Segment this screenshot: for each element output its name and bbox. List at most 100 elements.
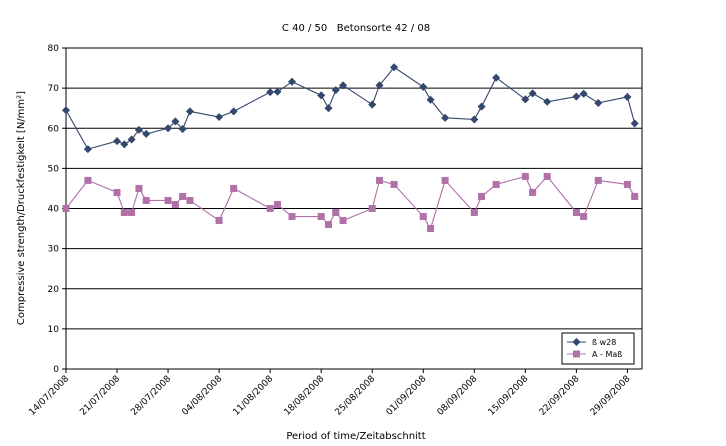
data-point	[113, 137, 122, 146]
data-point	[478, 192, 486, 200]
data-point	[528, 89, 537, 98]
data-point	[317, 213, 325, 221]
data-point	[339, 217, 347, 225]
data-point	[84, 176, 92, 184]
data-point	[62, 204, 70, 212]
data-point	[229, 107, 238, 116]
data-point	[375, 81, 384, 90]
legend-entry: ß w28	[567, 337, 616, 347]
y-axis: 0 10 20 30 40 50 60 70 80	[48, 44, 66, 375]
y-tick-label: 20	[48, 285, 60, 295]
x-tick-label: 25/08/2008	[334, 374, 378, 418]
data-point	[572, 92, 581, 101]
data-point	[164, 196, 172, 204]
y-tick-label: 60	[48, 124, 60, 134]
data-point	[186, 196, 194, 204]
data-point	[120, 140, 129, 149]
data-point	[171, 117, 180, 126]
legend-label: A - Maß	[592, 350, 622, 359]
x-tick-label: 22/09/2008	[538, 374, 582, 418]
y-tick-label: 70	[48, 84, 60, 94]
data-point	[521, 95, 530, 104]
data-point	[179, 192, 187, 200]
data-point	[492, 180, 500, 188]
data-point	[273, 200, 281, 208]
data-point	[324, 104, 333, 113]
data-point	[594, 98, 603, 107]
data-point	[266, 88, 275, 97]
data-point	[128, 209, 136, 217]
data-point	[477, 102, 486, 111]
x-tick-label: 15/09/2008	[487, 374, 531, 418]
data-point	[368, 204, 376, 212]
y-tick-label: 30	[48, 245, 60, 255]
data-point	[324, 221, 332, 229]
data-point	[623, 92, 632, 101]
legend-label: ß w28	[592, 338, 616, 347]
data-point	[83, 145, 92, 154]
y-axis-title: Compressive strength/Druckfestigkeit [N/…	[16, 91, 27, 325]
series-layer	[61, 63, 639, 233]
data-point	[142, 129, 151, 138]
gridlines	[66, 87, 642, 330]
data-point	[573, 350, 581, 358]
y-tick-label: 50	[48, 164, 60, 174]
legend: ß w28 A - Maß	[561, 332, 635, 365]
y-tick-label: 0	[53, 365, 59, 375]
data-point	[215, 217, 223, 225]
data-point	[288, 77, 297, 86]
data-point	[171, 200, 179, 208]
data-point	[521, 172, 529, 180]
data-point	[419, 82, 428, 91]
data-point	[580, 213, 588, 221]
data-point	[127, 135, 136, 144]
x-tick-label: 01/09/2008	[385, 374, 429, 418]
data-point	[142, 196, 150, 204]
data-point	[441, 113, 450, 122]
chart-title: C 40 / 50 Betonsorte 42 / 08	[282, 23, 430, 34]
data-point	[135, 184, 143, 192]
data-point	[230, 184, 238, 192]
legend-box	[561, 332, 635, 365]
x-tick-label: 21/07/2008	[78, 374, 122, 418]
data-point	[441, 176, 449, 184]
data-point	[470, 115, 479, 124]
data-point	[630, 119, 639, 128]
data-point	[134, 125, 143, 134]
data-point	[579, 89, 588, 98]
x-tick-label: 11/08/2008	[232, 374, 276, 418]
series-1	[61, 63, 639, 154]
series-2	[62, 172, 639, 233]
x-axis-title: Period of time/Zeitabschnitt	[286, 431, 425, 442]
data-point	[368, 100, 377, 109]
y-tick-label: 80	[48, 44, 60, 54]
legend-entry: A - Maß	[567, 350, 622, 359]
y-tick-label: 40	[48, 205, 60, 215]
data-point	[185, 107, 194, 116]
data-point	[390, 180, 398, 188]
data-point	[426, 95, 435, 104]
data-point	[529, 188, 537, 196]
data-point	[120, 209, 128, 217]
data-point	[113, 188, 121, 196]
data-point	[178, 125, 187, 134]
data-point	[339, 81, 348, 90]
data-point	[332, 209, 340, 217]
data-point	[390, 63, 399, 72]
x-tick-label: 14/07/2008	[27, 374, 71, 418]
x-tick-label: 18/08/2008	[283, 374, 327, 418]
data-point	[492, 73, 501, 82]
data-point	[215, 112, 224, 122]
data-point	[61, 106, 71, 115]
x-axis: 14/07/2008 21/07/2008 28/07/2008 04/08/2008…	[27, 369, 633, 418]
data-point	[331, 86, 340, 95]
x-tick-label: 28/07/2008	[129, 374, 173, 418]
x-tick-label: 08/09/2008	[436, 374, 480, 418]
data-point	[317, 91, 326, 100]
data-point	[623, 180, 631, 188]
data-point	[543, 97, 552, 106]
data-point	[376, 176, 384, 184]
data-point	[470, 209, 478, 217]
